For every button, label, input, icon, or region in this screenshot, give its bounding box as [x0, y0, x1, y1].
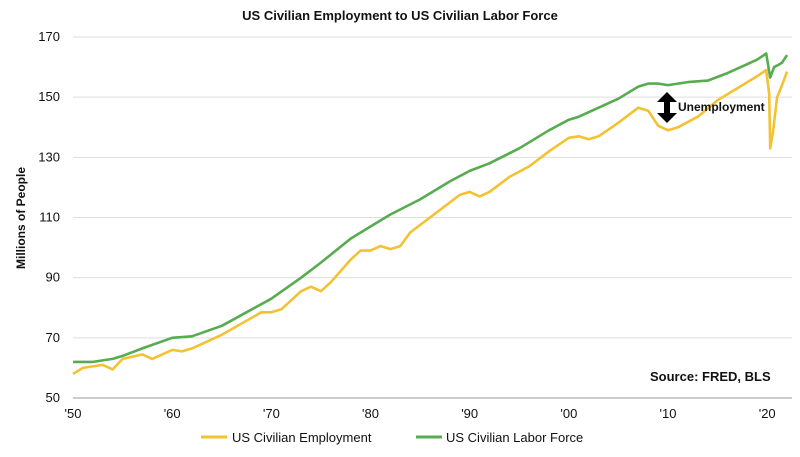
chart-title: US Civilian Employment to US Civilian La…: [242, 8, 558, 23]
x-tick-label: '00: [560, 406, 577, 421]
unemployment-annotation: Unemployment: [657, 92, 765, 123]
y-tick-label: 130: [38, 149, 60, 164]
y-tick-label: 170: [38, 29, 60, 44]
x-tick-label: '70: [263, 406, 280, 421]
double-arrow-icon: [657, 92, 677, 123]
legend-label-labor-force: US Civilian Labor Force: [446, 430, 583, 445]
annotation-label: Unemployment: [678, 100, 765, 114]
y-axis-ticks: 50 70 90 110 130 150 170: [38, 29, 60, 405]
x-axis-ticks: '50 '60 '70 '80 '90 '00 '10 '20: [65, 406, 776, 421]
series-line-labor-force: [73, 52, 789, 364]
y-axis-label: Millions of People: [14, 167, 28, 269]
y-tick-label: 90: [46, 270, 60, 285]
x-tick-label: '50: [65, 406, 82, 421]
y-tick-label: 110: [39, 210, 60, 225]
gridlines: [73, 36, 792, 399]
x-tick-label: '90: [461, 406, 478, 421]
y-tick-label: 150: [38, 89, 60, 104]
legend: US Civilian Employment US Civilian Labor…: [201, 430, 583, 445]
series-lines: [72, 52, 789, 376]
x-tick-label: '60: [164, 406, 181, 421]
series-line-employment: [72, 68, 789, 376]
legend-label-employment: US Civilian Employment: [232, 430, 372, 445]
source-note: Source: FRED, BLS: [650, 369, 771, 384]
x-tick-label: '80: [362, 406, 379, 421]
x-tick-label: '20: [759, 406, 776, 421]
x-tick-label: '10: [660, 406, 677, 421]
y-tick-label: 50: [46, 390, 60, 405]
y-tick-label: 70: [46, 330, 60, 345]
